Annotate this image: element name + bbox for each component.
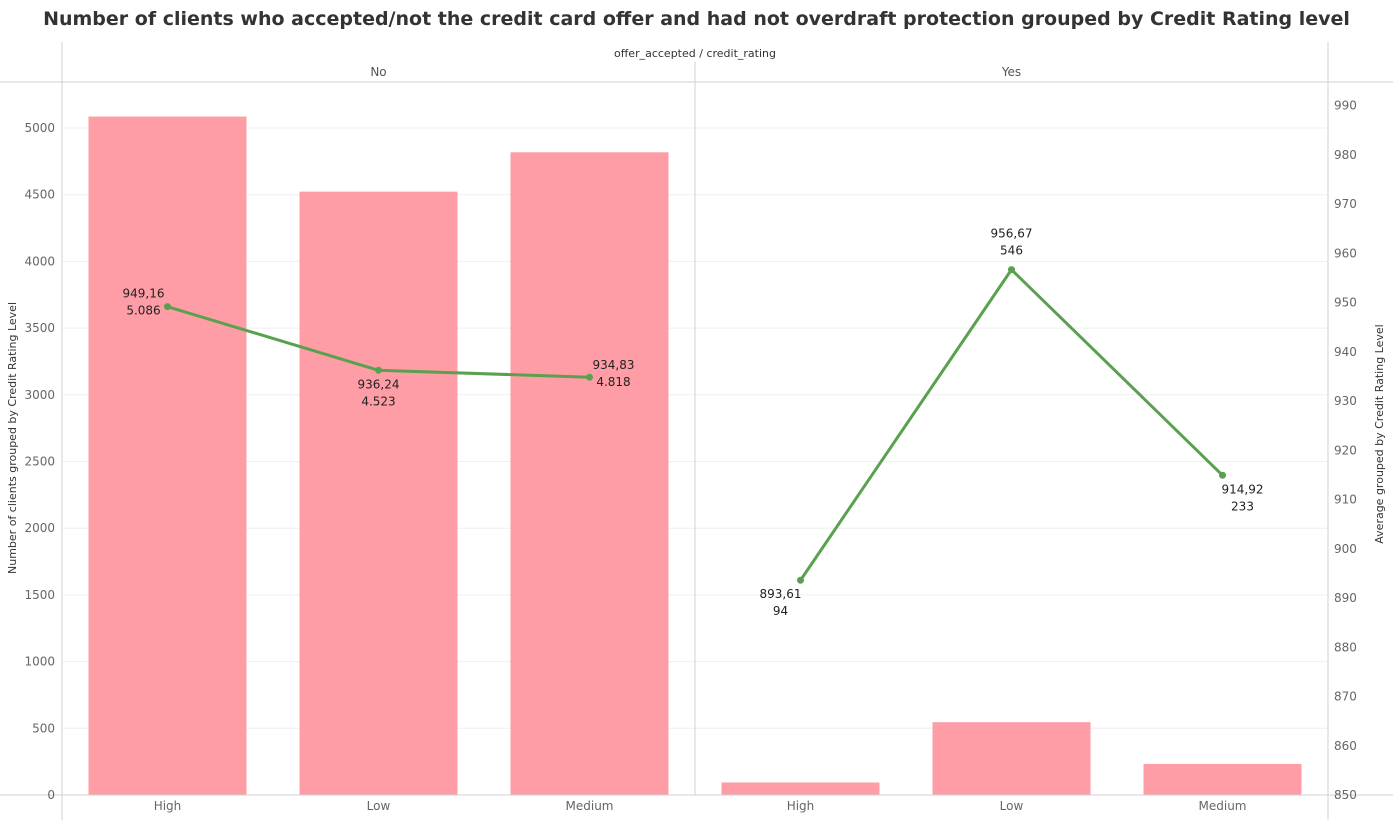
x-category-label: Medium <box>1199 799 1247 813</box>
y-left-tick-label: 5000 <box>24 121 55 135</box>
y-right-tick-label: 990 <box>1334 99 1357 113</box>
y-left-tick-label: 3000 <box>24 388 55 402</box>
column-header-title: offer_accepted / credit_rating <box>614 47 776 60</box>
line-data-label: 956,67 <box>991 227 1033 241</box>
y-right-tick-label: 960 <box>1334 246 1357 260</box>
y-right-tick-label: 880 <box>1334 640 1357 654</box>
y-axis-right-title: Average grouped by Credit Rating Level <box>1373 324 1386 543</box>
y-right-tick-label: 900 <box>1334 542 1357 556</box>
line-point <box>586 373 593 381</box>
chart-title: Number of clients who accepted/not the c… <box>43 8 1350 30</box>
y-right-tick-label: 910 <box>1334 493 1357 507</box>
panel-header-label: No <box>370 65 386 79</box>
y-right-tick-label: 940 <box>1334 345 1357 359</box>
bar <box>932 722 1091 795</box>
bar-data-label: 546 <box>1000 244 1023 258</box>
x-category-label: High <box>154 799 182 813</box>
line-point <box>1219 471 1226 479</box>
x-category-label: High <box>787 799 815 813</box>
y-right-tick-label: 950 <box>1334 296 1357 310</box>
bar-data-label: 5.086 <box>126 304 160 318</box>
line-point <box>1008 266 1015 274</box>
bar-data-label: 4.523 <box>361 394 395 408</box>
line-series <box>164 266 1226 584</box>
y-right-tick-label: 930 <box>1334 394 1357 408</box>
line-data-label: 949,16 <box>123 287 165 301</box>
y-left-tick-label: 2000 <box>24 521 55 535</box>
y-right-tick-label: 970 <box>1334 197 1357 211</box>
y-left-tick-label: 3500 <box>24 321 55 335</box>
y-right-tick-label: 850 <box>1334 788 1357 802</box>
panel-header-label: Yes <box>1001 65 1021 79</box>
bar <box>510 152 669 795</box>
bar <box>721 782 880 795</box>
x-category-label: Medium <box>566 799 614 813</box>
y-right-tick-label: 920 <box>1334 443 1357 457</box>
y-axis-left-title: Number of clients grouped by Credit Rati… <box>6 302 19 574</box>
line-path <box>799 268 1224 582</box>
bar-data-label: 94 <box>773 604 788 618</box>
bar-series <box>88 116 1302 796</box>
line-data-label: 934,83 <box>593 358 635 372</box>
y-right-tick-label: 980 <box>1334 148 1357 162</box>
line-data-label: 914,92 <box>1222 482 1264 496</box>
y-right-tick-label: 890 <box>1334 591 1357 605</box>
y-left-tick-label: 500 <box>32 721 55 735</box>
y-left-tick-label: 2500 <box>24 455 55 469</box>
y-right-tick-label: 870 <box>1334 690 1357 704</box>
y-left-tick-label: 4000 <box>24 254 55 268</box>
line-point <box>375 366 382 374</box>
line-point <box>164 303 171 311</box>
x-category-label: Low <box>1000 799 1024 813</box>
y-right-tick-label: 860 <box>1334 739 1357 753</box>
bar-data-label: 4.818 <box>596 375 630 389</box>
y-left-tick-label: 1000 <box>24 655 55 669</box>
line-data-label: 936,24 <box>358 377 400 391</box>
x-category-label: Low <box>367 799 391 813</box>
bar <box>299 191 458 795</box>
chart-labels: 0 500 1000 1500 2000 2500 3000 3500 4000 4500 5000… <box>24 65 1356 813</box>
bar <box>88 116 247 796</box>
y-left-tick-label: 4500 <box>24 188 55 202</box>
line-point <box>797 576 804 584</box>
line-data-label: 893,61 <box>760 587 802 601</box>
y-left-tick-label: 0 <box>47 788 55 802</box>
bar <box>1143 763 1302 795</box>
bar-data-label: 233 <box>1231 499 1254 513</box>
y-left-tick-label: 1500 <box>24 588 55 602</box>
chart-frame <box>0 42 1393 820</box>
